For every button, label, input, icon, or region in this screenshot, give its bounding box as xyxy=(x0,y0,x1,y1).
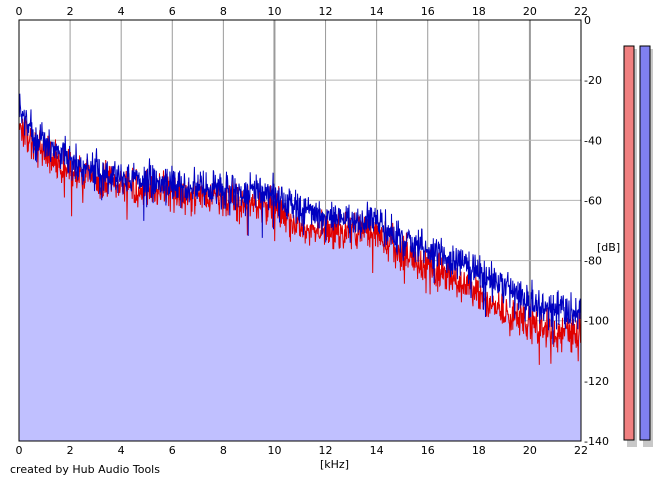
y-tick-label: -60 xyxy=(584,194,602,207)
x-tick-label-top: 2 xyxy=(67,5,74,18)
x-tick-label-top: 22 xyxy=(574,5,588,18)
x-tick-label-top: 0 xyxy=(16,5,23,18)
x-axis-label: [kHz] xyxy=(320,458,349,471)
plot-border xyxy=(18,19,582,442)
series-line-blue xyxy=(18,93,582,345)
y-tick-label: -40 xyxy=(584,134,602,147)
x-tick-label-bottom: 4 xyxy=(118,444,125,457)
y-tick-label: -100 xyxy=(584,315,609,328)
x-tick-label-bottom: 22 xyxy=(574,444,588,457)
y-tick-labels: 0 -20 -40 -60 -80 -100 -120 -140 xyxy=(584,14,609,448)
level-meter xyxy=(623,45,635,441)
x-tick-label-bottom: 20 xyxy=(523,444,537,457)
x-tick-label-bottom: 8 xyxy=(220,444,227,457)
x-tick-label-top: 20 xyxy=(523,5,537,18)
x-tick-label-bottom: 14 xyxy=(370,444,384,457)
x-tick-label-top: 18 xyxy=(472,5,486,18)
y-axis-label: [dB] xyxy=(597,241,620,254)
x-tick-label-top: 10 xyxy=(267,5,281,18)
level-meters xyxy=(623,45,653,447)
level-meter xyxy=(639,45,651,441)
x-tick-label-top: 4 xyxy=(118,5,125,18)
x-tick-label-bottom: 16 xyxy=(421,444,435,457)
x-tick-label-top: 8 xyxy=(220,5,227,18)
x-tick-label-bottom: 18 xyxy=(472,444,486,457)
x-tick-label-top: 16 xyxy=(421,5,435,18)
y-tick-label: -80 xyxy=(584,255,602,268)
x-tick-labels-top: 0 2 4 6 8 10 12 14 16 18 20 22 xyxy=(16,5,589,18)
credit-text: created by Hub Audio Tools xyxy=(10,463,160,476)
spectrum-fill-area xyxy=(19,117,581,442)
x-tick-label-top: 14 xyxy=(370,5,384,18)
x-tick-label-bottom: 6 xyxy=(169,444,176,457)
x-tick-label-bottom: 2 xyxy=(67,444,74,457)
x-tick-label-bottom: 12 xyxy=(319,444,333,457)
x-tick-label-bottom: 0 xyxy=(16,444,23,457)
x-tick-labels-bottom: 0 2 4 6 8 10 12 14 16 18 20 22 xyxy=(16,444,589,457)
x-tick-label-bottom: 10 xyxy=(267,444,281,457)
y-tick-label: -140 xyxy=(584,435,609,448)
x-tick-label-top: 12 xyxy=(319,5,333,18)
y-tick-label: -120 xyxy=(584,375,609,388)
y-tick-label: 0 xyxy=(584,14,591,27)
y-tick-label: -20 xyxy=(584,74,602,87)
x-tick-label-top: 6 xyxy=(169,5,176,18)
